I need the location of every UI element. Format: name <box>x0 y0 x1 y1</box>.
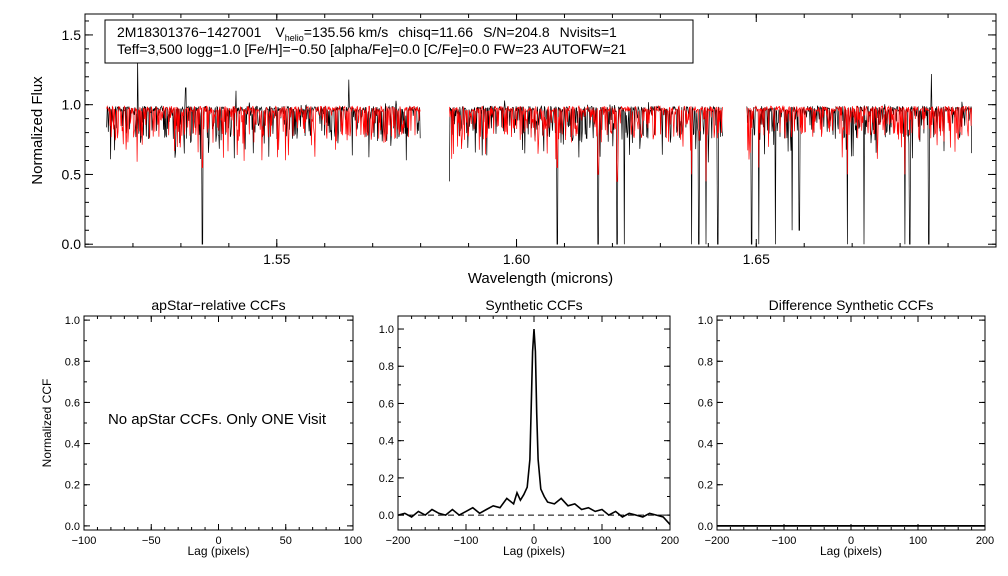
x-tick-label: 200 <box>661 535 679 547</box>
y-tick-label: 0.4 <box>65 439 80 451</box>
x-axis-title: Lag (pixels) <box>503 544 565 558</box>
x-tick-label: 50 <box>280 535 292 547</box>
model-spectrum-line <box>106 104 972 182</box>
x-tick-label: 0 <box>531 535 537 547</box>
x-axis: −200 −100 0 100 200 <box>705 316 994 547</box>
x-tick-label: 1.65 <box>743 251 770 267</box>
x-tick-label: −200 <box>705 535 730 547</box>
stellar-params: Teff=3,500 logg=1.0 [Fe/H]=−0.50 [alpha/… <box>117 41 626 57</box>
y-axis: 0.0 0.2 0.4 0.6 0.8 1.0 <box>379 324 670 522</box>
x-tick-label: −100 <box>454 535 479 547</box>
y-axis: 0.0 0.2 0.4 0.6 0.8 1.0 <box>65 315 353 533</box>
x-tick-label: 1.55 <box>263 251 290 267</box>
vhelio-sub: helio <box>285 33 304 43</box>
y-tick-label: 1.0 <box>62 97 82 113</box>
chisq-value: chisq=11.66 <box>398 24 473 40</box>
x-axis-title: Lag (pixels) <box>187 544 249 558</box>
vhelio-value: =135.56 km/s <box>304 24 388 40</box>
panel-title: Synthetic CCFs <box>485 297 582 313</box>
x-axis: 1.55 1.60 1.65 <box>84 14 997 267</box>
star-id: 2M18301376−1427001 <box>117 24 262 40</box>
x-tick-label: 100 <box>593 535 611 547</box>
y-axis-title: Normalized Flux <box>29 76 46 185</box>
plot-frame <box>84 13 997 248</box>
y-tick-label: 1.5 <box>62 27 82 43</box>
y-axis: 0.0 0.5 1.0 1.5 <box>62 20 996 252</box>
x-tick-label: 200 <box>976 535 994 547</box>
y-tick-label: 0.8 <box>65 356 80 368</box>
info-box: 2M18301376−1427001 Vhelio=135.56 km/s chis… <box>104 19 694 64</box>
y-axis-title: Normalized CCF <box>40 379 54 468</box>
y-tick-label: 0.6 <box>379 398 394 410</box>
y-tick-label: 1.0 <box>65 315 80 327</box>
y-axis: 0.0 0.2 0.4 0.6 0.8 1.0 <box>698 315 985 533</box>
info-box-frame <box>104 19 694 64</box>
snr-value: S/N=204.8 <box>483 24 550 40</box>
x-tick-label: 1.60 <box>503 251 530 267</box>
y-tick-label: 0.2 <box>379 473 394 485</box>
x-tick-label: −200 <box>386 535 411 547</box>
y-tick-label: 0.8 <box>698 356 713 368</box>
y-tick-label: 0.0 <box>379 510 394 522</box>
y-tick-label: 0.0 <box>65 521 80 533</box>
y-tick-label: 1.0 <box>698 315 713 327</box>
x-axis: −200 −100 0 100 200 <box>386 316 679 547</box>
x-axis: −100 −50 0 50 100 <box>72 316 362 547</box>
synthetic-ccf-panel: −200 −100 0 100 200 0.0 0.2 0.4 0.6 0.8 1.0 Lag (pi… <box>379 297 679 558</box>
synthetic-ccf-line <box>397 328 671 525</box>
y-tick-label: 0.0 <box>62 236 82 252</box>
nvisits-value: Nvisits=1 <box>560 24 617 40</box>
x-axis-title: Wavelength (microns) <box>468 270 613 287</box>
x-tick-label: 100 <box>344 535 362 547</box>
spectrum-panel: 1.55 1.60 1.65 0.0 0.5 1.0 1.5 Wavelength (micr… <box>29 13 997 287</box>
y-tick-label: 0.2 <box>698 480 713 492</box>
y-tick-label: 0.6 <box>698 397 713 409</box>
x-tick-label: 100 <box>909 535 927 547</box>
y-tick-label: 0.4 <box>379 436 394 448</box>
no-ccf-note: No apStar CCFs. Only ONE Visit <box>108 411 327 428</box>
panel-title: apStar−relative CCFs <box>151 297 285 313</box>
y-tick-label: 0.2 <box>65 480 80 492</box>
panel-title: Difference Synthetic CCFs <box>769 297 934 313</box>
y-tick-label: 0.4 <box>698 439 713 451</box>
y-tick-label: 0.8 <box>379 361 394 373</box>
spectrum-series <box>106 58 972 245</box>
vhelio-label: V <box>275 24 285 40</box>
x-tick-label: 0 <box>848 535 854 547</box>
y-tick-label: 1.0 <box>379 324 394 336</box>
apstar-ccf-panel: −100 −50 0 50 100 0.0 0.2 0.4 0.6 0.8 1.0 Lag (pixe… <box>40 297 362 558</box>
y-tick-label: 0.0 <box>698 521 713 533</box>
x-axis-title: Lag (pixels) <box>820 544 882 558</box>
y-tick-label: 0.5 <box>62 166 82 182</box>
x-tick-label: 0 <box>215 535 221 547</box>
x-tick-label: −50 <box>142 535 161 547</box>
x-tick-label: −100 <box>72 535 97 547</box>
x-tick-label: −100 <box>772 535 797 547</box>
difference-ccf-panel: −200 −100 0 100 200 0.0 0.2 0.4 0.6 0.8 1.0 Lag (pi… <box>698 297 994 558</box>
y-tick-label: 0.6 <box>65 397 80 409</box>
